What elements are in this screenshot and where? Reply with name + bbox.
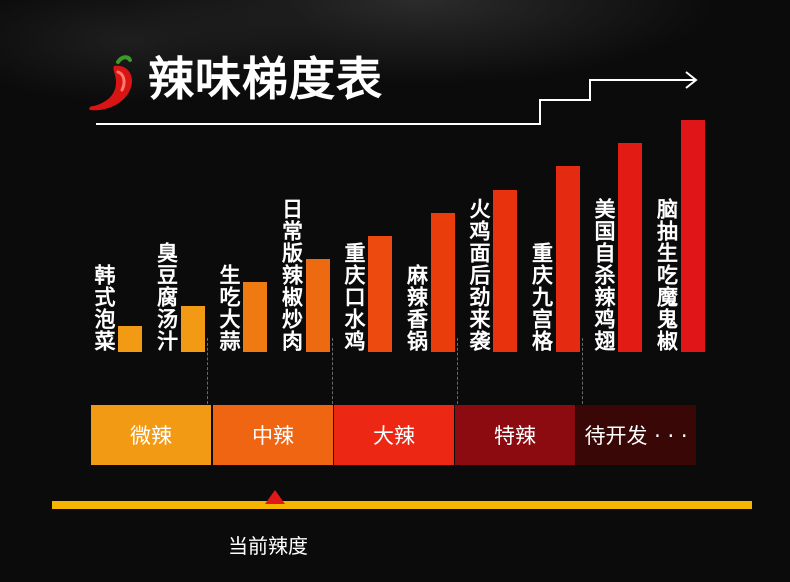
bar-label: 麻辣香锅 [404, 264, 429, 352]
bar-label: 韩式泡菜 [92, 264, 116, 352]
bar-label: 脑抽生吃魔鬼椒 [654, 198, 679, 352]
level-divider [457, 338, 458, 404]
level-divider [207, 338, 208, 404]
bar-label: 火鸡面后劲来袭 [467, 198, 491, 352]
level-segment: 微辣 [91, 405, 211, 465]
bar [368, 236, 392, 352]
bar-label: 重庆九宫格 [529, 242, 554, 352]
bar-label: 重庆口水鸡 [342, 242, 366, 352]
current-level-marker [265, 490, 285, 504]
bar [243, 282, 267, 352]
bar [305, 259, 330, 352]
level-segment: 特辣 [455, 405, 575, 465]
bar [493, 189, 517, 352]
chart-title: 辣味梯度表 [148, 52, 383, 106]
bar-label: 美国自杀辣鸡翅 [592, 198, 616, 352]
bar-label: 日常版辣椒炒肉 [279, 198, 304, 352]
bar [430, 212, 455, 352]
level-divider [332, 338, 333, 404]
current-level-label: 当前辣度 [228, 534, 308, 558]
bar-label: 生吃大蒜 [217, 264, 241, 352]
level-divider [582, 338, 583, 404]
bar [118, 326, 142, 352]
bar [680, 120, 705, 352]
level-segment: 待开发 · · · [576, 405, 696, 465]
bar-label: 臭豆腐汤汁 [154, 242, 179, 352]
bar [618, 143, 642, 352]
level-segment: 大辣 [334, 405, 454, 465]
spice-meter-line [52, 501, 752, 509]
chili-pepper-icon [89, 55, 133, 111]
bar [180, 305, 205, 352]
level-segment: 中辣 [213, 405, 333, 465]
bar [555, 166, 580, 352]
